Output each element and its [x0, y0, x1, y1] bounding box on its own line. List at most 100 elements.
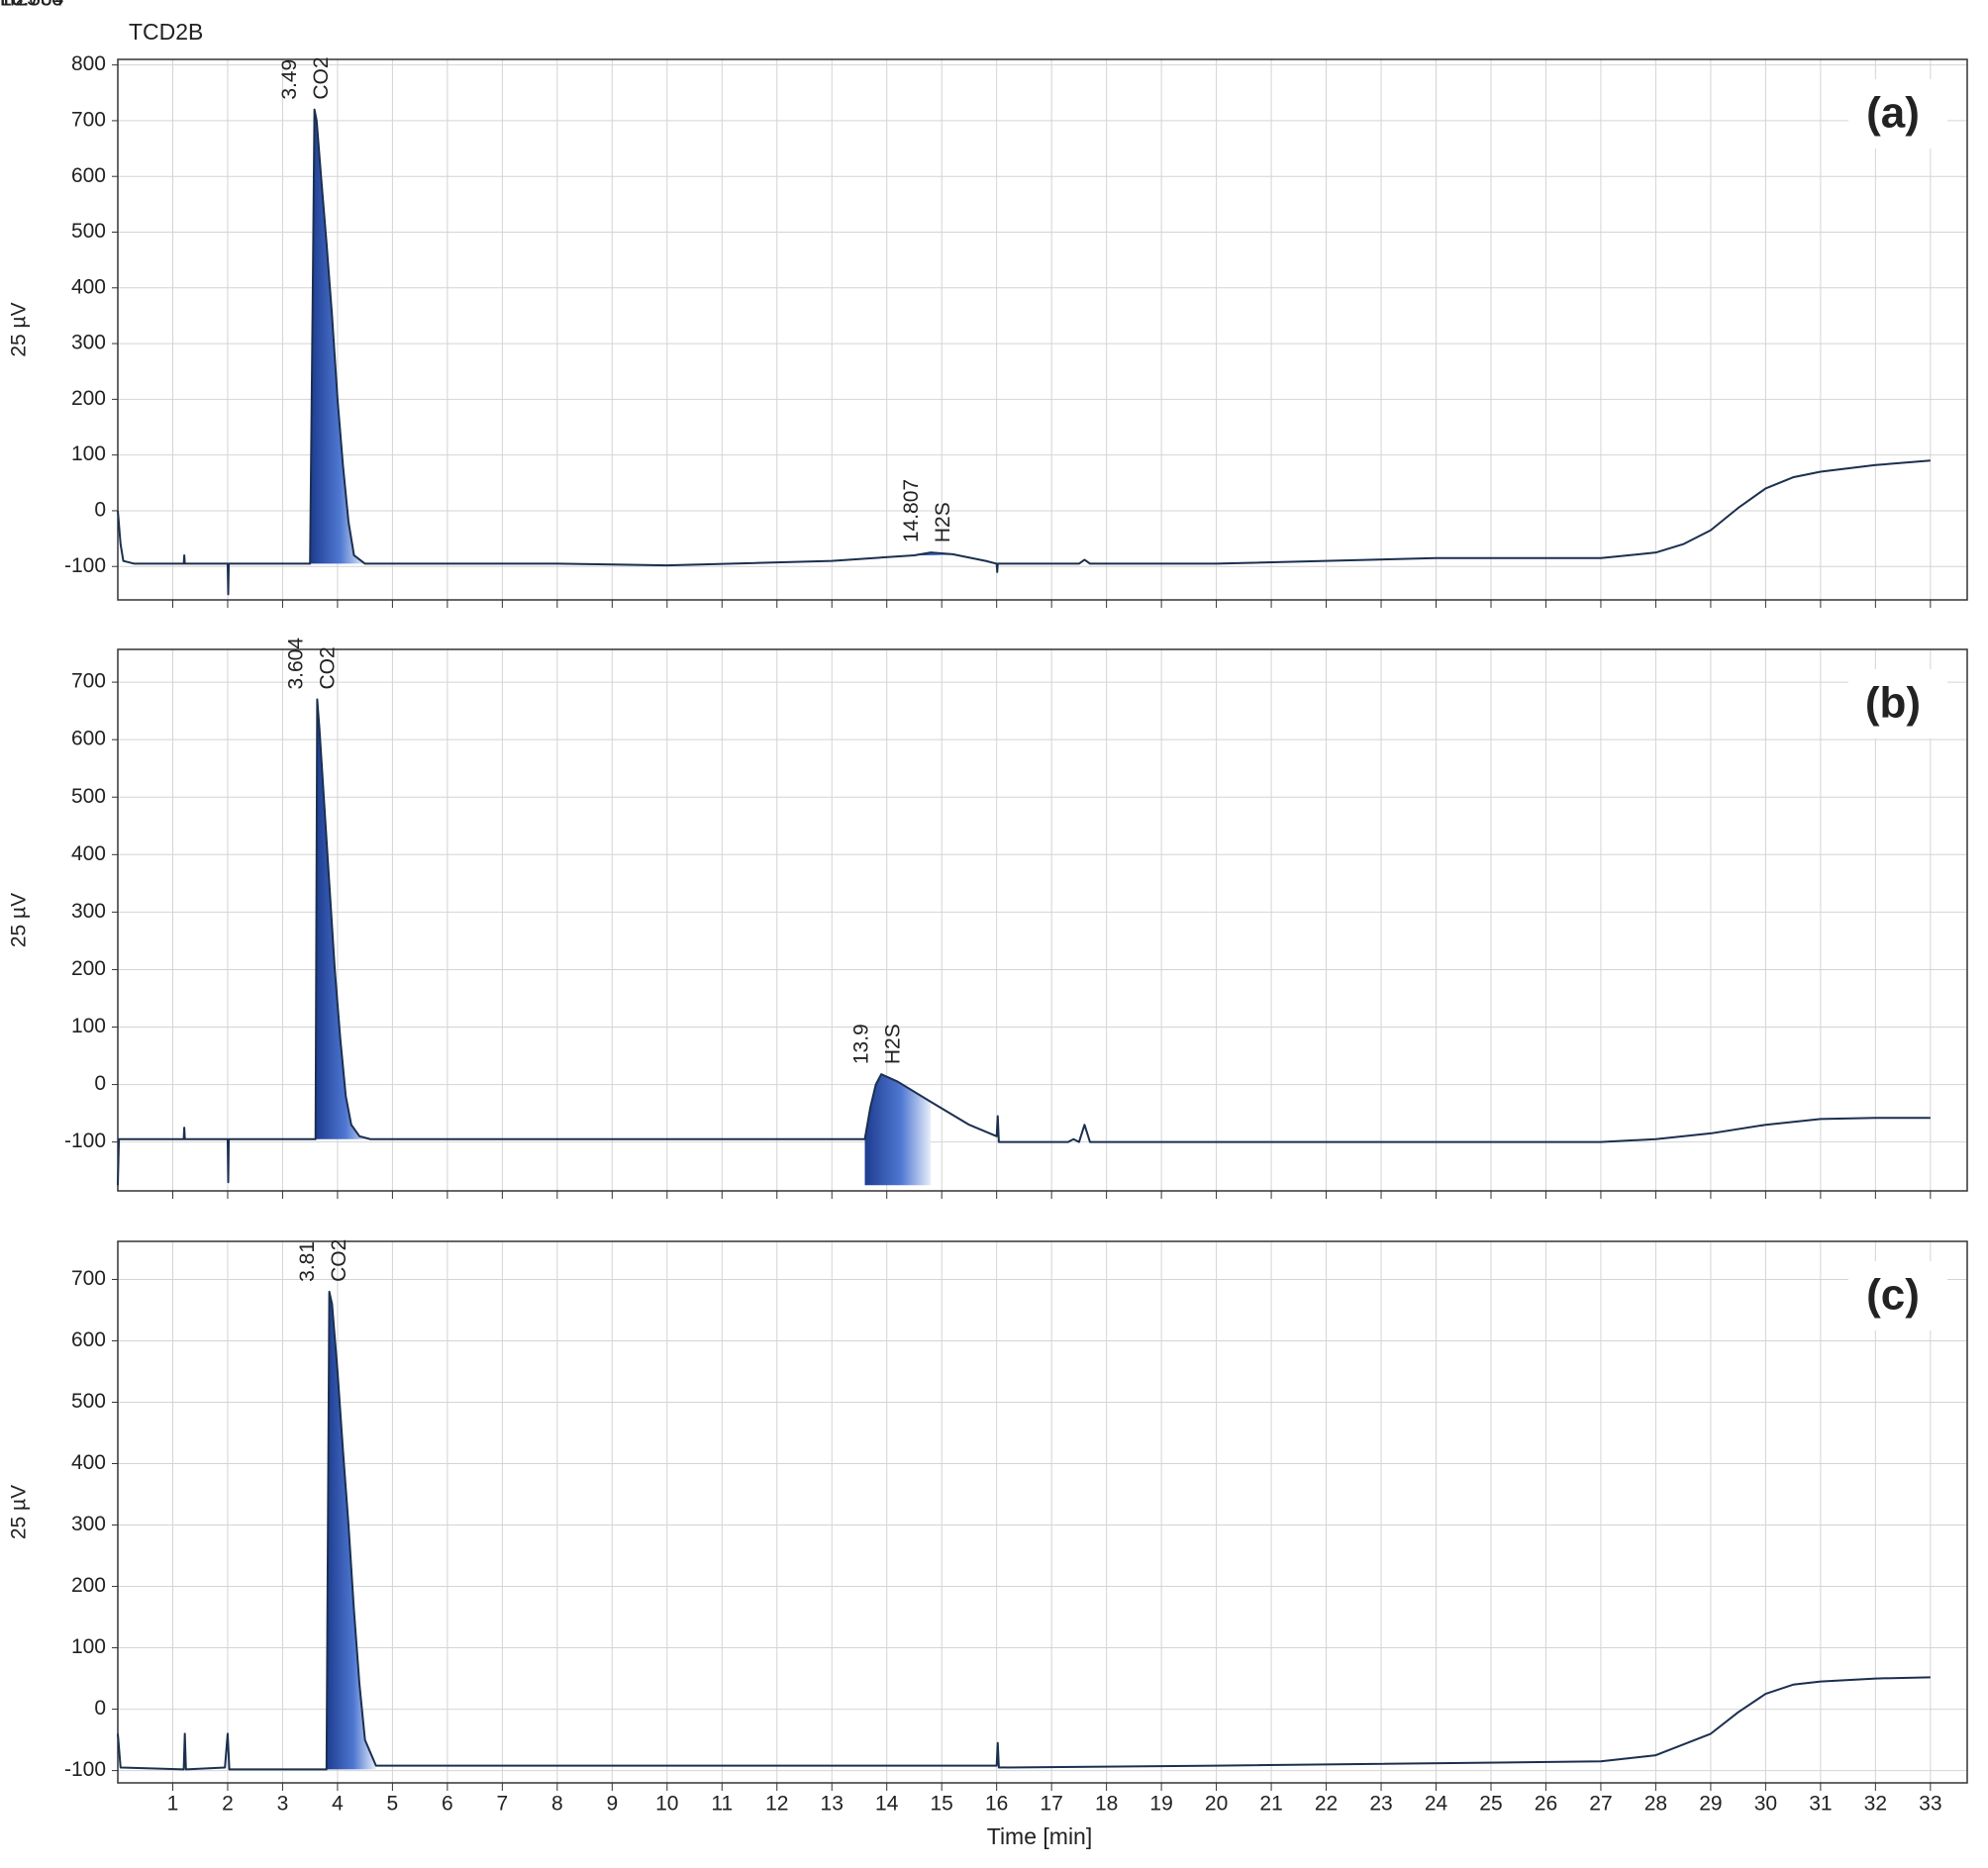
peak-area [326, 1291, 376, 1770]
x-tick-label: 28 [1644, 1793, 1667, 1816]
y-tick-label: 600 [71, 164, 106, 187]
x-tick-label: 13 [821, 1793, 844, 1816]
peak-area [310, 109, 365, 564]
x-tick-label: 32 [1864, 1793, 1887, 1816]
label-bg [1848, 669, 1947, 738]
peak-time: 3.49 [278, 59, 301, 100]
peak-name: H2 [0, 0, 27, 11]
x-tick-label: 9 [606, 1793, 618, 1816]
x-tick-label: 8 [551, 1793, 563, 1816]
peak-name: CO2 [316, 646, 339, 689]
y-tick-label: 0 [94, 1697, 106, 1720]
y-tick-label: 500 [71, 220, 106, 243]
x-tick-label: 30 [1754, 1793, 1777, 1816]
x-tick-label: 1 [167, 1793, 179, 1816]
y-tick-label: 100 [71, 1015, 106, 1037]
peak-area [864, 1074, 932, 1186]
y-axis-label: 25 µV [8, 1485, 31, 1539]
trace [117, 698, 1931, 1186]
x-tick-label: 11 [711, 1793, 733, 1816]
x-tick-label: 20 [1205, 1793, 1228, 1816]
x-tick-label: 5 [387, 1793, 399, 1816]
peak-name: H2S [0, 0, 41, 11]
peak-time: 16.755 [0, 0, 63, 11]
trace [117, 1290, 1931, 1771]
y-tick-label: 100 [71, 442, 106, 465]
x-axis-label: Time [min] [987, 1823, 1093, 1849]
y-tick-label: 800 [71, 52, 106, 75]
y-tick-label: 400 [71, 842, 106, 865]
x-tick-label: 27 [1589, 1793, 1612, 1816]
panel-label: (c) [1866, 1271, 1920, 1320]
peak-time: 16.76 [0, 0, 52, 11]
peak-name: H2 [0, 0, 27, 11]
x-tick-label: 2 [222, 1793, 234, 1816]
trace [117, 108, 1931, 596]
x-tick-label: 16 [985, 1793, 1008, 1816]
y-tick-label: 400 [71, 275, 106, 298]
peak-time: 13.9 [850, 1024, 873, 1064]
y-tick-label: 300 [71, 332, 106, 354]
x-tick-label: 6 [442, 1793, 453, 1816]
peak-time: 15.004 [0, 0, 64, 11]
peak-time: 3.81 [296, 1241, 319, 1282]
y-tick-label: -100 [64, 554, 106, 577]
y-tick-label: 200 [71, 387, 106, 410]
label-bg [1848, 79, 1947, 148]
y-tick-label: 0 [94, 498, 106, 521]
peak-name: H2S [882, 1024, 905, 1064]
x-tick-label: 15 [931, 1793, 953, 1816]
y-tick-label: 200 [71, 1574, 106, 1597]
y-axis-label: 25 µV [8, 893, 31, 947]
y-tick-label: 300 [71, 1513, 106, 1535]
peak-area [315, 699, 371, 1139]
x-tick-label: 19 [1149, 1793, 1172, 1816]
x-tick-label: 24 [1425, 1793, 1448, 1816]
x-tick-label: 7 [497, 1793, 509, 1816]
x-tick-label: 21 [1259, 1793, 1282, 1816]
peak-name: CO2 [328, 1239, 350, 1282]
x-tick-label: 14 [875, 1793, 899, 1816]
panel-label: (b) [1865, 679, 1921, 728]
y-tick-label: 300 [71, 900, 106, 923]
x-tick-label: 3 [277, 1793, 289, 1816]
x-tick-label: 25 [1479, 1793, 1502, 1816]
x-tick-label: 17 [1040, 1793, 1062, 1816]
peak-name: H2 [0, 0, 27, 11]
x-tick-label: 12 [765, 1793, 788, 1816]
peak-time: 16.769 [0, 0, 63, 11]
x-tick-label: 18 [1095, 1793, 1118, 1816]
y-tick-label: 200 [71, 957, 106, 980]
x-tick-label: 22 [1315, 1793, 1338, 1816]
peak-time: 3.604 [284, 638, 307, 690]
y-axis-label: 25 µV [8, 302, 31, 356]
y-tick-label: 500 [71, 785, 106, 808]
x-tick-label: 33 [1919, 1793, 1941, 1816]
y-tick-label: -100 [64, 1758, 106, 1781]
x-tick-label: 10 [655, 1793, 678, 1816]
peak-name: CO2 [310, 56, 333, 99]
x-tick-label: 23 [1369, 1793, 1392, 1816]
y-tick-label: 100 [71, 1635, 106, 1658]
x-tick-label: 29 [1699, 1793, 1722, 1816]
x-tick-label: 31 [1809, 1793, 1832, 1816]
y-tick-label: 400 [71, 1451, 106, 1474]
plot-frame [117, 1240, 1968, 1784]
x-tick-label: 4 [332, 1793, 344, 1816]
plot-frame [117, 58, 1968, 601]
peak-name: H2S [932, 502, 954, 542]
y-tick-label: 600 [71, 728, 106, 750]
y-tick-label: 700 [71, 1267, 106, 1290]
y-tick-label: 600 [71, 1328, 106, 1351]
panel-label: (a) [1866, 89, 1920, 138]
y-tick-label: -100 [64, 1130, 106, 1152]
plot-frame [117, 648, 1968, 1192]
y-tick-label: 700 [71, 670, 106, 693]
y-tick-label: 700 [71, 108, 106, 131]
y-tick-label: 500 [71, 1390, 106, 1413]
chart-title: TCD2B [129, 19, 203, 45]
peak-time: 14.807 [900, 479, 923, 542]
label-bg [1848, 1261, 1947, 1330]
x-tick-label: 26 [1535, 1793, 1557, 1816]
